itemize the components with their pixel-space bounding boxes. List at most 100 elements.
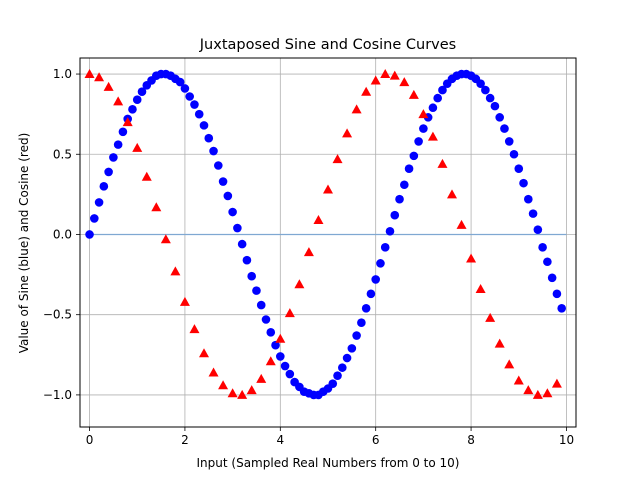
chart-title: Juxtaposed Sine and Cosine Curves [199,37,456,53]
y-tick-label: −0.5 [43,308,72,322]
y-tick-label: 1.0 [53,67,72,81]
cosine-point [294,279,305,289]
cosine-point [523,385,534,395]
sine-point [376,259,385,268]
cosine-point [513,375,524,385]
cosine-point [208,367,219,377]
sine-point [90,214,99,223]
sine-point [328,379,338,388]
cosine-point [380,69,391,79]
x-tick-label: 4 [276,433,284,447]
sine-point [94,198,104,207]
sine-point [285,369,295,379]
sine-point [390,210,400,220]
cosine-point [284,308,295,318]
cosine-point [389,70,400,80]
sine-point [433,93,442,103]
sine-point [266,328,276,337]
cosine-point [122,117,133,127]
sine-point [228,207,237,217]
sine-point [519,178,528,188]
sine-point [361,303,371,313]
cosine-point [485,312,496,322]
sine-point [557,303,566,313]
cosine-point [227,388,238,398]
cosine-point [447,189,457,199]
sine-point [280,361,290,371]
sine-point [552,289,562,299]
cosine-point [141,171,152,181]
sine-point [113,140,123,149]
sine-point [366,289,376,299]
x-tick-label: 10 [559,433,574,447]
cosine-point [94,72,105,82]
sine-point [261,315,271,324]
sine-point [428,103,438,113]
sine-point [247,271,256,281]
sine-point [414,137,423,146]
sine-point [109,153,118,162]
cosine-point [427,131,438,141]
cosine-point [246,385,257,395]
x-axis-ticks: 0 2 4 6 8 10 [86,427,574,447]
cosine-point [170,266,181,276]
cosine-point [542,388,553,398]
sine-point [476,79,485,88]
cosine-point [103,81,114,91]
sine-point [128,105,137,114]
sine-point [190,100,199,109]
sine-point [271,340,280,350]
y-tick-label: −1.0 [43,388,72,402]
cosine-point [370,75,381,85]
cosine-point [466,253,477,263]
cosine-point [351,104,362,114]
sine-point [380,243,390,252]
sine-point [85,230,94,239]
cosine-point [456,219,467,229]
cosine-point [532,389,543,399]
sine-point [481,85,490,95]
sine-point [175,77,185,87]
sine-point [509,149,519,159]
cosine-point [199,348,209,358]
cosine-point [551,378,562,388]
cosine-point [113,96,124,106]
cosine-point [265,356,276,366]
sine-point [99,182,109,191]
sine-point [371,275,380,284]
sine-point [419,124,428,133]
cosine-point [303,247,314,257]
cosine-point [179,296,190,306]
cosine-point [275,333,286,343]
sine-point [218,177,228,186]
sine-point [276,352,285,361]
x-tick-label: 8 [467,433,475,447]
cosine-point [132,142,143,152]
sine-point [137,87,147,96]
sine-point [185,92,194,101]
sine-point [233,223,242,233]
sine-point [547,273,557,283]
sine-point [514,164,524,173]
cosine-point [475,284,486,294]
sine-point [352,331,361,340]
cosine-point [323,184,333,194]
sine-point [347,344,357,353]
sine-point [237,239,247,249]
sine-point [500,124,509,133]
sine-point [538,243,547,252]
cosine-point [408,89,419,99]
cosine-point [160,234,171,244]
cosine-point [494,338,505,348]
sine-point [485,93,495,103]
plot-markers [84,69,566,400]
x-tick-label: 6 [372,433,380,447]
sine-point [533,225,543,234]
cosine-point [332,154,343,164]
cosine-point [504,359,515,369]
cosine-point [361,86,372,96]
cosine-point [256,373,267,383]
y-tick-label: 0.0 [53,227,72,241]
